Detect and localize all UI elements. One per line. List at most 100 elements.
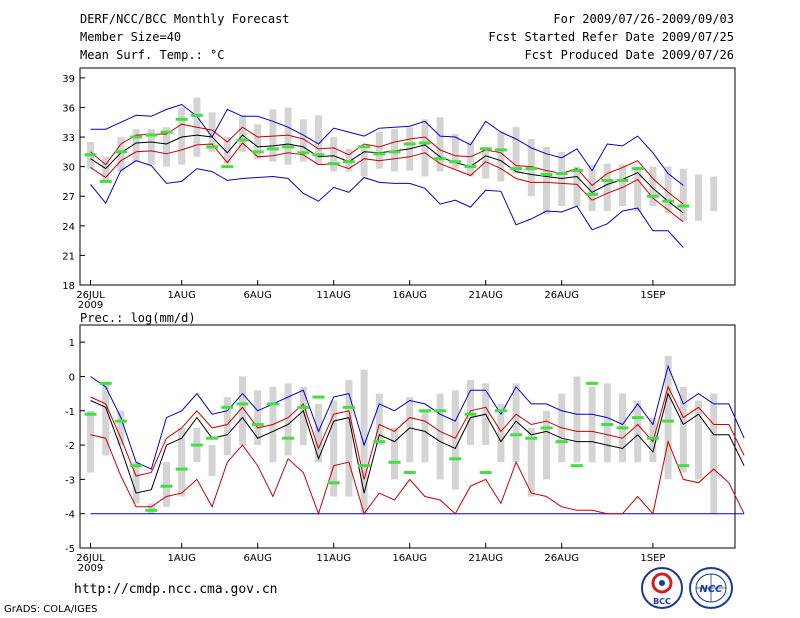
temp-observed-marker bbox=[282, 145, 295, 149]
temp-spread-box bbox=[573, 166, 581, 207]
temp-y-tick-label: 24 bbox=[62, 222, 75, 233]
temp-x-tick-label: 26JUL bbox=[76, 290, 105, 301]
prec-y-tick-label: -5 bbox=[65, 544, 75, 555]
prec-observed-marker bbox=[130, 464, 143, 468]
prec-observed-marker bbox=[114, 419, 127, 423]
temp-observed-marker bbox=[525, 167, 538, 171]
temp-observed-marker bbox=[403, 142, 416, 146]
prec-observed-marker bbox=[373, 440, 386, 444]
grads-credit: GrADS: COLA/IGES bbox=[4, 604, 98, 615]
prec-observed-marker bbox=[555, 440, 568, 444]
prec-spread-box bbox=[132, 462, 140, 504]
temp-y-tick-label: 33 bbox=[62, 133, 75, 144]
temp-spread-box bbox=[467, 141, 474, 177]
prec-title: Prec.: log(mm/d) bbox=[80, 311, 196, 325]
temp-observed-marker bbox=[114, 150, 127, 154]
temp-median-line bbox=[90, 134, 684, 214]
prec-spread-box bbox=[634, 400, 642, 463]
prec-observed-marker bbox=[145, 508, 158, 512]
ncc-logo: NCC bbox=[689, 567, 733, 609]
prec-spread-box bbox=[451, 390, 459, 490]
prec-observed-marker bbox=[342, 405, 355, 409]
prec-observed-marker bbox=[190, 443, 203, 447]
temp-x-tick-label: 1SEP bbox=[640, 290, 665, 301]
prec-x-tick-label: 16AUG bbox=[392, 553, 427, 564]
temp-frame bbox=[79, 67, 736, 286]
temp-spread-box bbox=[649, 166, 657, 207]
prec-spread-box bbox=[360, 369, 368, 514]
prec-spread-box bbox=[299, 386, 307, 446]
prec-observed-marker bbox=[464, 412, 477, 416]
temp-x-tick-label: 6AUG bbox=[244, 290, 272, 301]
prec-observed-marker bbox=[662, 419, 675, 423]
prec-spread-box bbox=[664, 355, 672, 480]
prec-spread-box bbox=[315, 403, 322, 463]
prec-observed-marker bbox=[601, 422, 614, 426]
prec-observed-marker bbox=[403, 471, 416, 475]
prec-observed-marker bbox=[99, 381, 112, 385]
temp-spread-box bbox=[284, 107, 292, 165]
prec-y-tick-label: 0 bbox=[69, 372, 75, 383]
temp-observed-marker bbox=[312, 153, 325, 157]
prec-y-tick-label: -3 bbox=[65, 475, 75, 486]
prec-x-tick-label: 21AUG bbox=[468, 553, 503, 564]
prec-observed-marker bbox=[206, 436, 219, 440]
temp-spread-box bbox=[512, 127, 520, 174]
prec-x-tick-label: 6AUG bbox=[244, 553, 272, 564]
prec-x-tick-label: 1AUG bbox=[168, 553, 196, 564]
prec-y-tick-label: 1 bbox=[69, 338, 75, 349]
prec-spread-box bbox=[603, 383, 611, 463]
prec-observed-marker bbox=[479, 471, 492, 475]
temp-observed-marker bbox=[479, 147, 492, 151]
temp-spread-box bbox=[588, 164, 596, 212]
member-size: Member Size=40 bbox=[80, 30, 182, 44]
temp-observed-marker bbox=[190, 113, 203, 117]
prec-spread-box bbox=[178, 427, 186, 497]
prec-x-tick-label: 26JUL bbox=[76, 553, 105, 564]
prec-observed-marker bbox=[84, 412, 97, 416]
prec-spread-box bbox=[512, 383, 520, 463]
prec-spread-box bbox=[254, 390, 262, 446]
temp-observed-marker bbox=[494, 148, 507, 152]
prec-spread-box bbox=[710, 393, 718, 514]
variable-label: Mean Surf. Temp.: °C bbox=[80, 48, 225, 62]
temp-observed-marker bbox=[555, 172, 568, 176]
prec-observed-marker bbox=[525, 436, 538, 440]
temp-y-tick-label: 21 bbox=[62, 251, 75, 262]
temp-observed-marker bbox=[84, 153, 97, 157]
temp-x-tick-label: 16AUG bbox=[392, 290, 427, 301]
temp-observed-marker bbox=[145, 133, 158, 137]
temp-spread-box bbox=[163, 127, 170, 167]
temp-lower-percentile-line bbox=[90, 142, 684, 223]
prec-year-label: 2009 bbox=[78, 563, 103, 574]
temp-spread-box bbox=[132, 129, 140, 162]
temp-spread-box bbox=[239, 115, 246, 152]
temp-outer-high-line bbox=[90, 103, 684, 186]
prec-observed-marker bbox=[494, 409, 507, 413]
temp-observed-marker bbox=[449, 160, 462, 164]
prec-observed-marker bbox=[631, 416, 644, 420]
temp-spread-box bbox=[634, 166, 642, 212]
prec-observed-marker bbox=[160, 484, 173, 488]
prec-observed-marker bbox=[540, 426, 553, 430]
temp-observed-marker bbox=[570, 169, 583, 173]
temp-year-label: 2009 bbox=[78, 300, 103, 311]
temp-observed-marker bbox=[206, 145, 219, 149]
prec-observed-marker bbox=[646, 436, 659, 440]
prec-outer-high-line bbox=[90, 364, 745, 470]
prec-spread-box bbox=[497, 403, 505, 463]
prec-median-line bbox=[90, 392, 745, 494]
prec-spread-box bbox=[543, 410, 550, 480]
temp-panel: 18 21 24 27 30 33 36 39 26JUL 1AUG 6AUG 11AUG 16AUG 2… bbox=[62, 67, 736, 311]
source-url[interactable]: http://cmdp.ncc.cma.gov.cn bbox=[74, 582, 278, 597]
temp-observed-marker bbox=[175, 117, 188, 121]
prec-spread-box bbox=[406, 397, 414, 463]
temp-observed-marker bbox=[221, 165, 234, 169]
temp-spread-box bbox=[299, 119, 307, 162]
temp-observed-marker bbox=[373, 152, 386, 156]
prec-spread-box bbox=[208, 445, 216, 476]
temp-observed-marker bbox=[601, 178, 614, 182]
prec-observed-marker bbox=[510, 433, 523, 437]
temp-upper-percentile-line bbox=[90, 123, 684, 205]
temp-spread-box bbox=[497, 132, 505, 182]
